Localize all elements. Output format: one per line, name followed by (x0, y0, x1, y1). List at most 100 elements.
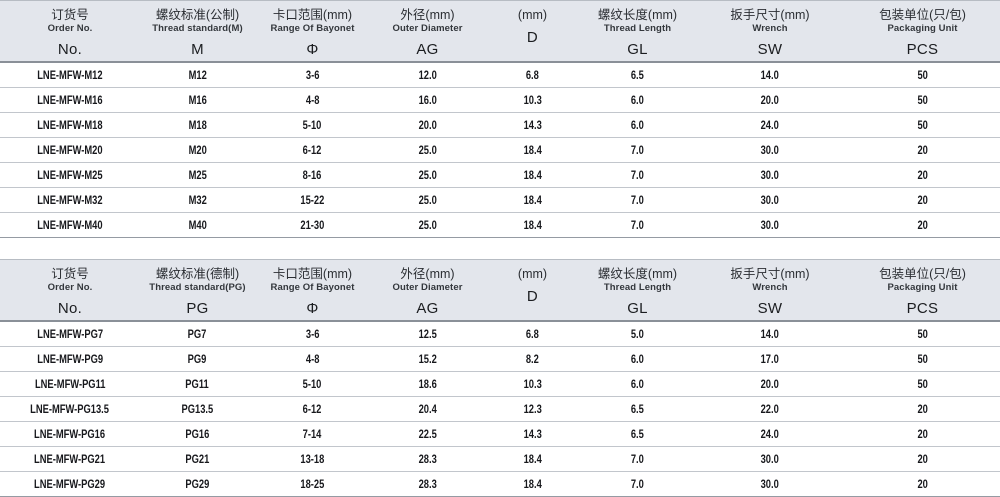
table-cell: 20 (845, 212, 1000, 238)
cell-value: 6.0 (630, 93, 645, 107)
header-symbol: D (526, 29, 539, 46)
header-label-zh: 外径(mm) (400, 8, 455, 22)
cell-value: 14.0 (760, 327, 780, 341)
header-label-en: Outer Diameter (392, 282, 463, 293)
table-cell: 6.5 (580, 62, 695, 88)
header-label-en: Order No. (47, 23, 93, 34)
table-cell: 25.0 (370, 187, 485, 213)
header-label-zh: 外径(mm) (400, 267, 455, 281)
table-cell: 28.3 (370, 446, 485, 472)
cell-value: 12.3 (523, 402, 542, 416)
cell-value: 8.2 (525, 352, 540, 366)
cell-value: LNE-MFW-PG21 (34, 452, 106, 466)
table-cell: 3-6 (255, 321, 370, 347)
cell-value: 20 (917, 452, 928, 466)
order-no-cell: LNE-MFW-M16 (0, 87, 140, 113)
table-cell: 18.4 (485, 137, 580, 163)
cell-value: 20.4 (418, 402, 437, 416)
table-row: LNE-MFW-M16 M16 4-8 16.0 10.3 6.0 20.0 50 (0, 87, 1000, 113)
header-row: 订货号 Order No. No. 螺纹标准(公制) Thread standard(M… (0, 0, 1000, 63)
cell-value: 28.3 (418, 477, 437, 491)
header-cell-pcs: 包装单位(只/包) Packaging Unit PCS (845, 0, 1000, 63)
table-cell: 28.3 (370, 471, 485, 497)
cell-value: 50 (917, 352, 928, 366)
cell-value: 4-8 (305, 352, 320, 366)
table-cell: 7.0 (580, 187, 695, 213)
table-cell: M25 (140, 162, 255, 188)
table-cell: 15-22 (255, 187, 370, 213)
cell-value: 30.0 (760, 477, 780, 491)
table-cell: 18.4 (485, 212, 580, 238)
table-cell: 4-8 (255, 346, 370, 372)
table-cell: 50 (845, 62, 1000, 88)
table-row: LNE-MFW-M18 M18 5-10 20.0 14.3 6.0 24.0 50 (0, 112, 1000, 138)
table-cell: 12.0 (370, 62, 485, 88)
header-symbol: PCS (906, 41, 939, 58)
pg-table-body: LNE-MFW-PG7 PG7 3-6 12.5 6.8 5.0 14.0 50 LNE-MFW… (0, 321, 1000, 497)
order-no-cell: LNE-MFW-M32 (0, 187, 140, 213)
table-cell: 25.0 (370, 137, 485, 163)
order-no-cell: LNE-MFW-PG16 (0, 421, 140, 447)
cell-value: LNE-MFW-M40 (37, 218, 103, 232)
header-label-zh: 订货号 (51, 267, 89, 281)
table-cell: 6.0 (580, 112, 695, 138)
table-cell: 14.0 (695, 321, 845, 347)
pg-table-header: 订货号 Order No. No. 螺纹标准(德制) Thread standard(P… (0, 259, 1000, 322)
cell-value: 12.0 (418, 68, 437, 82)
order-no-cell: LNE-MFW-M18 (0, 112, 140, 138)
header-symbol: GL (627, 41, 648, 58)
header-label-zh: 订货号 (51, 8, 89, 22)
table-cell: 7.0 (580, 137, 695, 163)
cell-value: LNE-MFW-PG11 (34, 377, 106, 391)
table-cell: 20 (845, 421, 1000, 447)
table-cell: 30.0 (695, 212, 845, 238)
metric-table-header: 订货号 Order No. No. 螺纹标准(公制) Thread standard(M… (0, 0, 1000, 63)
header-symbol: SW (757, 41, 783, 58)
header-cell-ag: 外径(mm) Outer Diameter AG (370, 0, 485, 63)
cell-value: M25 (188, 168, 207, 182)
cell-value: 5-10 (303, 377, 322, 391)
cell-value: 6-12 (303, 143, 322, 157)
table-cell: 6.0 (580, 87, 695, 113)
cell-value: 13-18 (300, 452, 325, 466)
table-cell: 50 (845, 371, 1000, 397)
table-cell: 30.0 (695, 446, 845, 472)
cell-value: 20 (917, 427, 928, 441)
table-cell: 12.5 (370, 321, 485, 347)
table-cell: M20 (140, 137, 255, 163)
header-cell-gl: 螺纹长度(mm) Thread Length GL (580, 0, 695, 63)
table-cell: 21-30 (255, 212, 370, 238)
cell-value: 20 (917, 168, 928, 182)
cell-value: LNE-MFW-M12 (37, 68, 103, 82)
header-label-zh: 包装单位(只/包) (879, 8, 966, 22)
table-cell: PG29 (140, 471, 255, 497)
table-cell: M40 (140, 212, 255, 238)
table-cell: PG13.5 (140, 396, 255, 422)
order-no-cell: LNE-MFW-M12 (0, 62, 140, 88)
table-cell: 18-25 (255, 471, 370, 497)
header-symbol: PCS (906, 300, 939, 317)
header-symbol: GL (627, 300, 648, 317)
cell-value: 6-12 (303, 402, 322, 416)
header-symbol: M (191, 41, 204, 58)
cell-value: 14.3 (523, 118, 542, 132)
cell-value: LNE-MFW-PG16 (34, 427, 106, 441)
metric-table-body: LNE-MFW-M12 M12 3-6 12.0 6.8 6.5 14.0 50 LNE-MFW… (0, 62, 1000, 238)
header-symbol: SW (757, 300, 783, 317)
table-cell: M12 (140, 62, 255, 88)
cell-value: 7.0 (630, 452, 645, 466)
table-cell: 18.4 (485, 187, 580, 213)
cell-value: 18.4 (523, 477, 542, 491)
table-cell: 6.0 (580, 346, 695, 372)
cell-value: 18.4 (523, 452, 542, 466)
cell-value: 30.0 (760, 143, 780, 157)
cell-value: PG9 (188, 352, 207, 366)
table-cell: 25.0 (370, 162, 485, 188)
header-label-en: Outer Diameter (392, 23, 463, 34)
cell-value: LNE-MFW-PG9 (37, 352, 103, 366)
header-label-en: Wrench (752, 23, 788, 34)
table-cell: 20 (845, 137, 1000, 163)
cell-value: 20 (917, 143, 928, 157)
header-cell-: 卡口范围(mm) Range Of Bayonet Φ (255, 259, 370, 322)
table-cell: 14.3 (485, 112, 580, 138)
